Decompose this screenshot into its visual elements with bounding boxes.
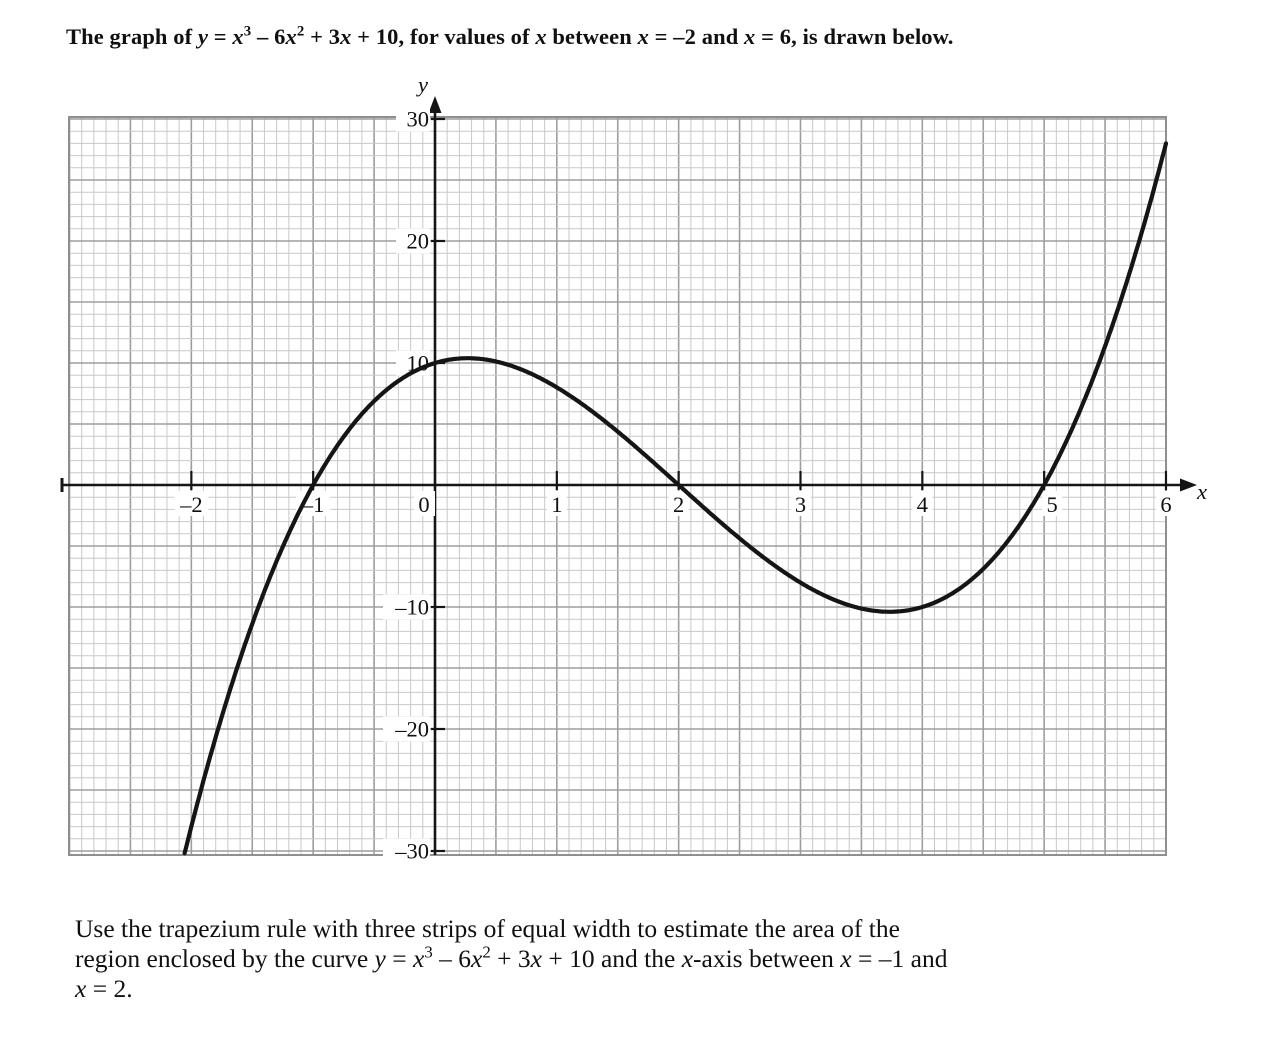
tick-label-backdrop: [383, 838, 430, 864]
tick-label-backdrop: [546, 491, 567, 516]
problem-statement: The graph of y = x3 – 6x2 + 3x + 10, for…: [66, 23, 954, 49]
tick-label-backdrop: [1042, 491, 1063, 516]
tick-label-backdrop: [912, 491, 933, 516]
x-tick-label: 4: [917, 492, 928, 517]
tick-label-backdrop: [383, 716, 430, 742]
y-tick-label: –20: [394, 717, 429, 742]
y-tick-label: 20: [407, 229, 430, 254]
question-line-2: region enclosed by the curve y = x3 – 6x…: [75, 942, 948, 973]
x-tick-label: 3: [795, 492, 806, 517]
y-axis-arrow-icon: [428, 96, 442, 113]
y-tick-label: 30: [407, 107, 430, 132]
tick-label-backdrop: [396, 228, 430, 254]
tick-label-backdrop: [414, 491, 435, 516]
x-tick-label: –2: [179, 492, 203, 517]
x-axis-label: x: [1196, 479, 1207, 504]
axes-layer: [60, 96, 1197, 855]
question-line-1: Use the trapezium rule with three strips…: [75, 914, 900, 943]
x-tick-label: 1: [551, 492, 562, 517]
function-curve: [182, 141, 1169, 856]
tick-label-backdrop: [1155, 491, 1176, 516]
curve-layer: [182, 141, 1169, 856]
y-tick-label: –30: [394, 839, 429, 864]
question-text: Use the trapezium rule with three strips…: [75, 914, 947, 1004]
y-axis-label: y: [416, 72, 428, 97]
x-tick-label: 0: [418, 492, 429, 517]
axis-title-layer: yx: [416, 72, 1207, 504]
tick-label-backdrop: [174, 491, 209, 516]
y-tick-label: –10: [394, 595, 429, 620]
x-tick-label: 5: [1047, 492, 1058, 517]
x-tick-label: 6: [1160, 492, 1171, 517]
x-axis-arrow-icon: [1180, 478, 1197, 492]
tick-label-backdrop: [668, 491, 689, 516]
tick-label-backdrop: [383, 594, 430, 620]
tick-label-backdrop: [396, 106, 430, 132]
tick-label-backdrop: [790, 491, 811, 516]
x-tick-label: 2: [673, 492, 684, 517]
question-line-3: x = 2.: [75, 974, 133, 1003]
